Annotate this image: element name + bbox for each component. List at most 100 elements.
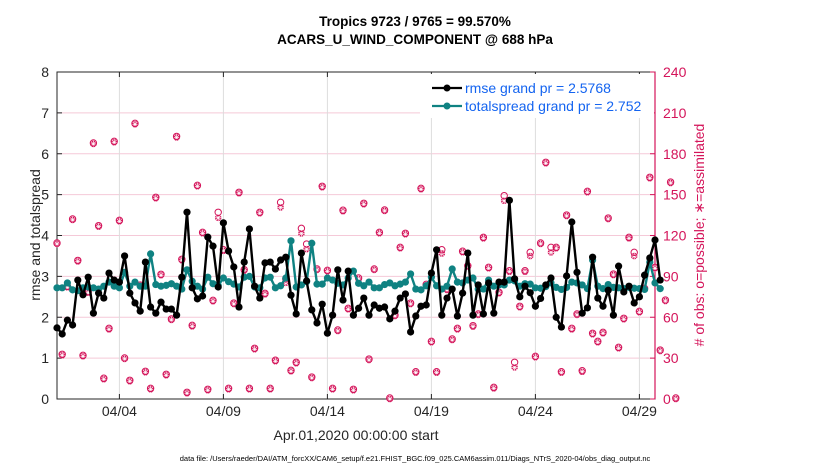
obs-possible-point <box>625 233 633 242</box>
chart-subtitle: ACARS_U_WIND_COMPONENT @ 688 hPa <box>277 32 553 47</box>
rmse-point <box>365 311 373 319</box>
rmse-point <box>318 300 326 308</box>
y-tick-label: 6 <box>41 146 49 162</box>
rmse-point <box>625 282 633 290</box>
y-tick-label: 0 <box>41 391 49 407</box>
rmse-point <box>557 323 566 331</box>
rmse-point <box>464 249 472 257</box>
rmse-point <box>500 278 508 286</box>
rmse-point <box>219 219 227 227</box>
obs-possible-point <box>432 368 441 376</box>
obs-possible-point <box>531 352 540 361</box>
rmse-point <box>334 266 342 274</box>
obs-possible-point <box>656 346 664 354</box>
obs-possible-point <box>313 265 321 273</box>
obs-possible-point <box>157 270 165 278</box>
totalspread-point <box>370 284 378 292</box>
rmse-point <box>630 299 638 307</box>
rmse-point <box>95 289 103 297</box>
obs-possible-point <box>630 248 638 257</box>
rmse-point <box>287 291 295 299</box>
y-tick-label: 5 <box>41 187 49 203</box>
rmse-point <box>344 267 352 275</box>
asterisk-stroke <box>527 253 533 259</box>
rmse-point <box>474 281 482 289</box>
rmse-point <box>422 301 430 309</box>
rmse-point <box>225 247 233 255</box>
legend-spread-label: totalspread grand pr = 2.752 <box>465 98 642 114</box>
totalspread-point <box>219 274 227 282</box>
x-tick-label: 04/04 <box>102 403 137 419</box>
rmse-point <box>443 294 451 302</box>
rmse-point <box>448 285 456 293</box>
rmse-point <box>521 282 529 290</box>
obs-possible-point <box>214 208 222 216</box>
rmse-point <box>427 269 435 277</box>
obs-possible-point <box>349 385 358 393</box>
obs-possible-point <box>360 199 368 207</box>
totalspread-point <box>401 278 409 286</box>
totalspread-point <box>308 239 316 247</box>
y-right-tick-label: 0 <box>663 391 671 407</box>
obs-possible-point <box>510 358 519 367</box>
x-tick-label: 04/09 <box>206 403 241 419</box>
obs-possible-point <box>370 265 378 273</box>
rmse-point <box>303 277 311 285</box>
totalspread-point <box>266 273 274 281</box>
legend: rmse grand pr = 2.5768 totalspread grand… <box>420 74 654 118</box>
rmse-point <box>573 268 581 276</box>
rmse-point <box>459 289 467 297</box>
rmse-point <box>355 304 363 312</box>
rmse-point <box>136 307 144 315</box>
rmse-point <box>620 288 628 296</box>
obs-possible-point <box>588 329 597 337</box>
obs-possible-point <box>557 368 566 376</box>
rmse-point <box>69 321 77 329</box>
rmse-point <box>438 311 446 319</box>
obs-possible-point <box>365 355 373 363</box>
obs-possible-point <box>339 206 347 214</box>
obs-possible-point <box>79 351 87 360</box>
rmse-point <box>578 309 586 317</box>
obs-possible-point <box>209 296 217 305</box>
legend-spread-marker <box>443 102 451 110</box>
rmse-point <box>209 242 217 250</box>
rmse-point <box>251 282 259 290</box>
grid-lines <box>57 72 655 399</box>
rmse-point <box>547 274 555 282</box>
totalspread-point <box>58 284 66 292</box>
rmse-point <box>552 313 560 321</box>
obs-possible-point <box>401 229 410 237</box>
obs-possible-point <box>256 208 264 216</box>
rmse-point <box>204 233 212 241</box>
obs-assimilated-point <box>303 245 310 253</box>
obs-possible-point <box>105 324 113 333</box>
y-right-tick-label: 180 <box>663 146 687 162</box>
obs-possible-point <box>427 337 436 346</box>
obs-assimilated-point <box>630 252 638 260</box>
obs-possible-point <box>380 206 389 214</box>
rmse-point <box>297 249 305 257</box>
obs-possible-point <box>386 394 394 402</box>
obs-possible-point <box>224 384 233 393</box>
y-tick-label: 3 <box>41 268 49 284</box>
y-tick-label: 2 <box>41 309 49 325</box>
obs-assimilated-point <box>214 214 222 222</box>
obs-possible-point <box>141 367 150 375</box>
totalspread-point <box>656 285 664 293</box>
totalspread-point <box>53 284 61 292</box>
totalspread-point <box>115 284 123 292</box>
y-axis-label-right: # of obs: o=possible; ∗=assimilated <box>691 124 707 347</box>
obs-possible-point <box>412 368 420 376</box>
obs-possible-point <box>453 324 462 333</box>
totalspread-point <box>245 272 253 280</box>
x-axis-label: Apr.01,2020 00:00:00 start <box>273 427 438 443</box>
asterisk-stroke <box>512 364 518 370</box>
y-axis-label: rmse and totalspread <box>27 169 43 301</box>
obs-assimilated-point <box>526 252 534 260</box>
obs-possible-point <box>271 356 280 364</box>
y-right-tick-label: 120 <box>663 228 687 244</box>
obs-possible-point <box>604 214 612 222</box>
legend-rmse-marker <box>443 84 451 92</box>
